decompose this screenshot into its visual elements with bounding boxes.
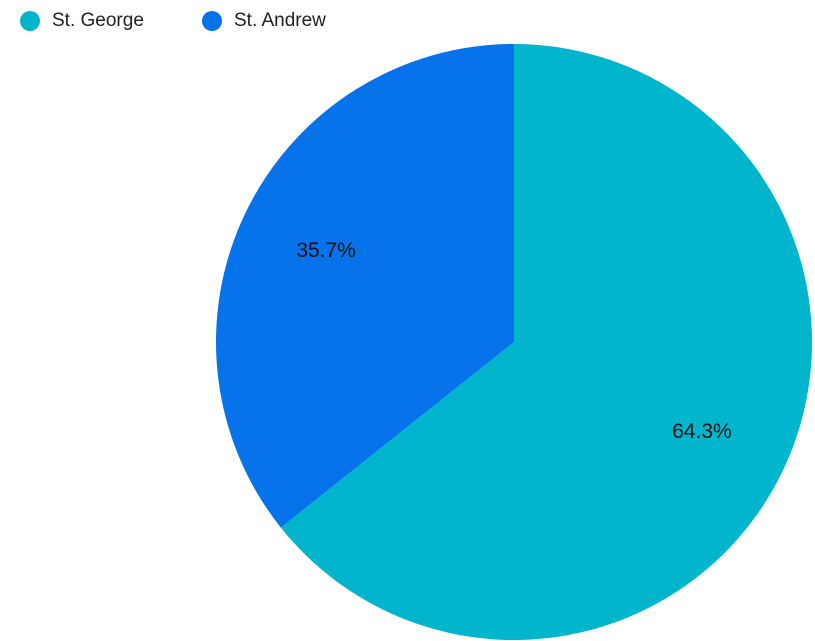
legend: St. George St. Andrew <box>20 10 326 31</box>
slice-label-st-george: 64.3% <box>672 420 732 443</box>
pie-slices <box>216 44 812 640</box>
legend-item-st-george[interactable]: St. George <box>20 10 144 31</box>
legend-swatch-st-andrew <box>202 11 222 31</box>
legend-label-st-george: St. George <box>52 10 144 31</box>
legend-label-st-andrew: St. Andrew <box>234 10 326 31</box>
legend-swatch-st-george <box>20 11 40 31</box>
slice-label-st-andrew: 35.7% <box>296 239 356 262</box>
legend-item-st-andrew[interactable]: St. Andrew <box>202 10 326 31</box>
